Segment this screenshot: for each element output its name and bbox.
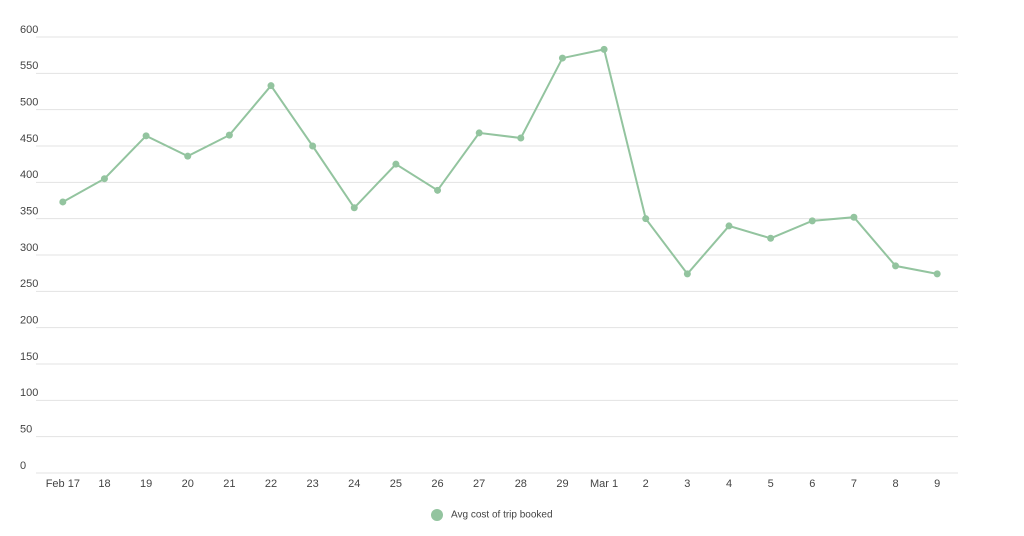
x-tick-label: 3 (684, 478, 690, 490)
y-tick-label: 0 (20, 460, 26, 472)
x-tick-label: 24 (348, 478, 360, 490)
x-tick-label: 6 (809, 478, 815, 490)
x-tick-label: 27 (473, 478, 485, 490)
data-point (767, 234, 775, 242)
data-point (100, 175, 108, 183)
data-point (808, 217, 816, 225)
y-tick-label: 450 (20, 133, 38, 145)
x-tick-label: 23 (307, 478, 319, 490)
data-point (309, 142, 317, 150)
data-point (392, 160, 400, 168)
y-tick-label: 600 (20, 24, 38, 36)
data-point (892, 262, 900, 270)
data-point (434, 186, 442, 194)
y-tick-label: 350 (20, 206, 38, 218)
x-tick-label: 5 (768, 478, 774, 490)
y-tick-label: 300 (20, 242, 38, 254)
x-tick-label: 9 (934, 478, 940, 490)
data-point (142, 132, 150, 140)
x-tick-label: 21 (223, 478, 235, 490)
legend-marker (431, 509, 443, 521)
x-tick-label: 19 (140, 478, 152, 490)
x-tick-label: 25 (390, 478, 402, 490)
y-tick-label: 400 (20, 169, 38, 181)
x-tick-label: 2 (643, 478, 649, 490)
y-tick-label: 150 (20, 351, 38, 363)
x-tick-label: 22 (265, 478, 277, 490)
x-tick-label: 29 (556, 478, 568, 490)
series-line (62, 48, 938, 276)
data-point (933, 270, 941, 278)
legend-label: Avg cost of trip booked (451, 510, 553, 521)
data-point (184, 152, 192, 160)
data-point (517, 134, 525, 142)
y-tick-label: 50 (20, 424, 32, 436)
y-tick-label: 500 (20, 97, 38, 109)
x-tick-label: 28 (515, 478, 527, 490)
x-tick-label: 8 (892, 478, 898, 490)
data-point (475, 129, 483, 137)
x-tick-label: Feb 17 (46, 478, 80, 490)
data-point (59, 198, 67, 206)
data-point (642, 215, 650, 223)
y-tick-label: 550 (20, 60, 38, 72)
data-point (850, 213, 858, 221)
y-tick-label: 200 (20, 315, 38, 327)
data-point (350, 204, 358, 212)
data-point (267, 82, 275, 90)
x-tick-label: 18 (98, 478, 110, 490)
data-point (558, 54, 566, 62)
data-point (725, 222, 733, 230)
x-tick-label: 20 (182, 478, 194, 490)
y-tick-label: 100 (20, 387, 38, 399)
x-tick-label: 4 (726, 478, 732, 490)
y-tick-label: 250 (20, 278, 38, 290)
x-tick-label: 7 (851, 478, 857, 490)
x-tick-label: 26 (431, 478, 443, 490)
x-tick-label: Mar 1 (590, 478, 618, 490)
data-point (225, 131, 233, 139)
data-point (683, 270, 691, 278)
data-point (600, 45, 608, 53)
